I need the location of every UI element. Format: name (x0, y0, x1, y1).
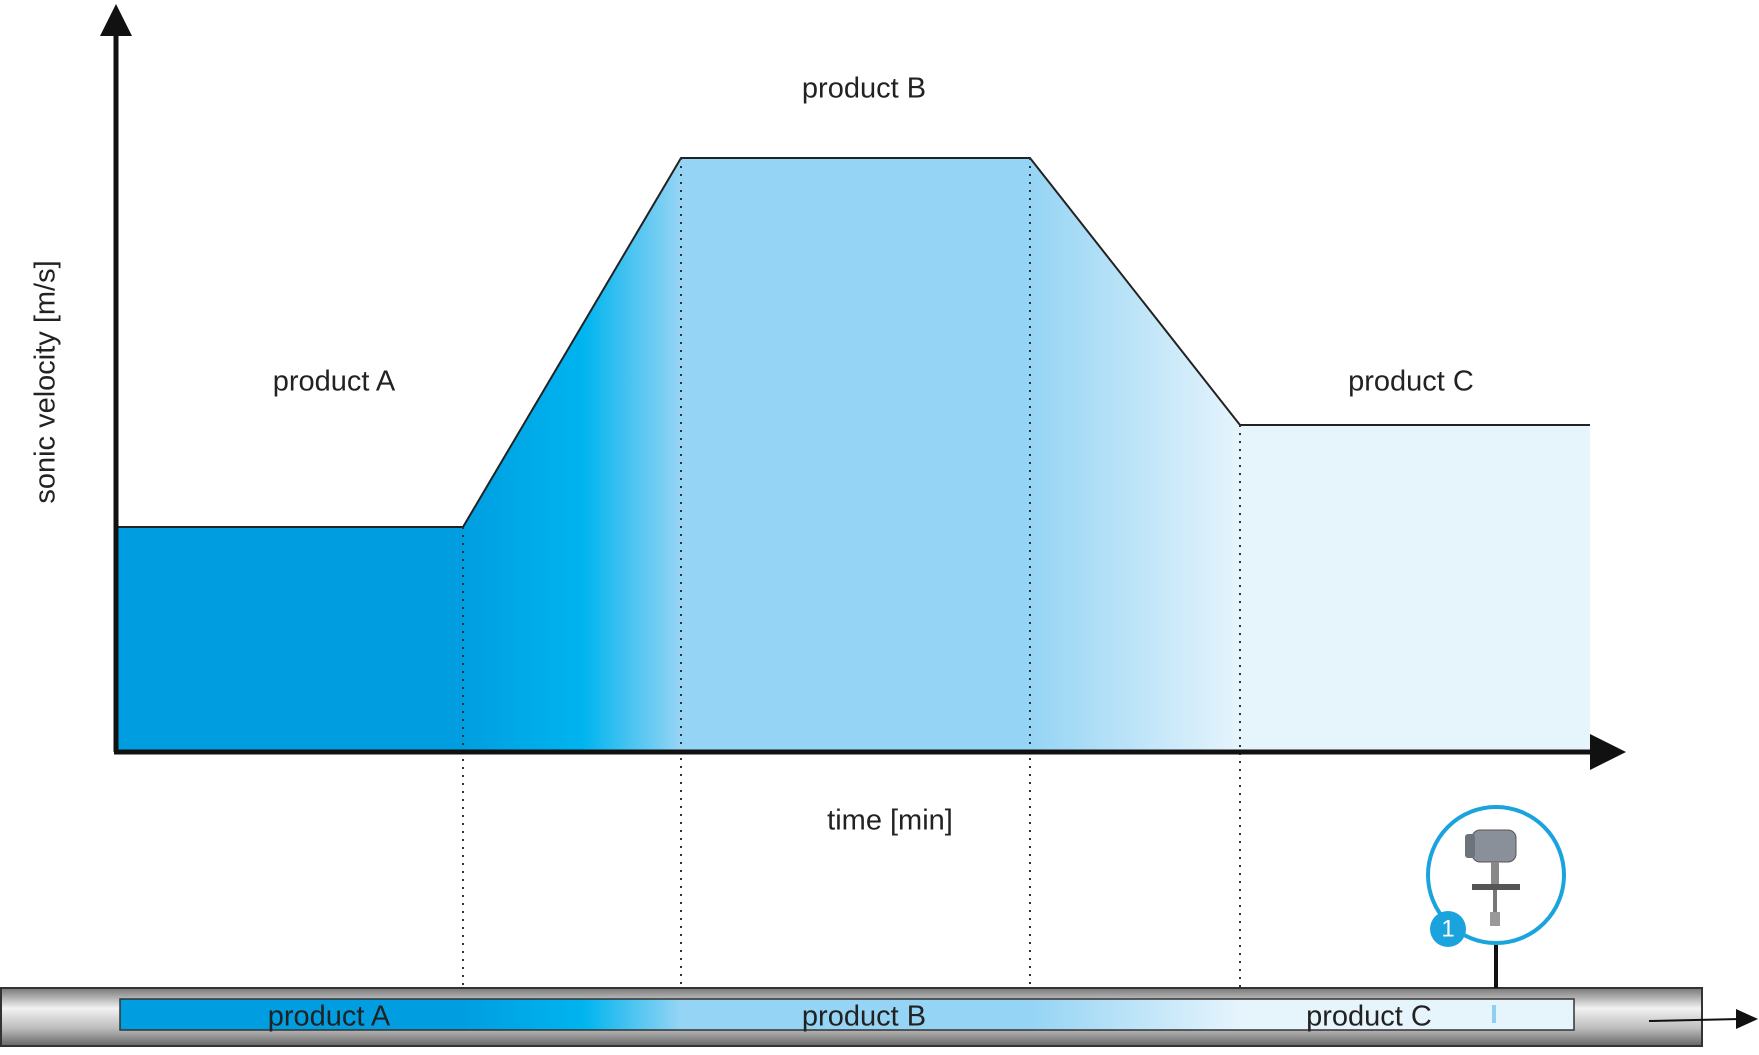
pipe-label: product A (268, 1001, 391, 1033)
profile-line (116, 157, 1590, 528)
badge-label: 1 (1441, 915, 1454, 942)
region-label: product C (1348, 366, 1474, 398)
dividers (462, 158, 1241, 1040)
pipe-label: product B (802, 1001, 926, 1033)
sensor-icon (1465, 829, 1520, 926)
x-axis-label: time [min] (827, 805, 953, 837)
badge (1430, 911, 1466, 947)
region-label: product A (273, 366, 396, 398)
pipe-label: product C (1306, 1001, 1432, 1033)
axes (100, 4, 1626, 770)
profile-area (116, 158, 1590, 750)
region-label: product B (802, 73, 926, 105)
flow-arrow (1648, 1009, 1758, 1029)
pipe-flow (119, 998, 1575, 1031)
y-axis-label: sonic velocity [m/s] (30, 260, 62, 503)
